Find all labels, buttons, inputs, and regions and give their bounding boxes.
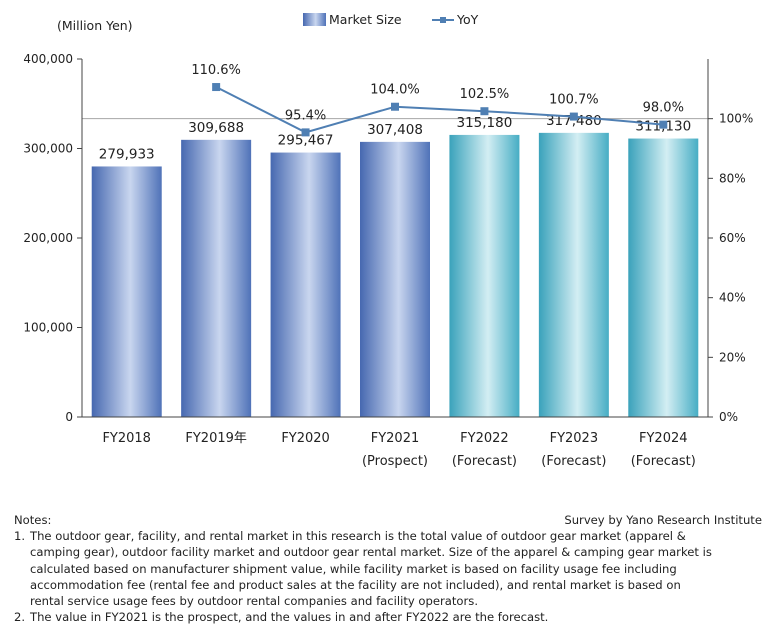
bar-market-size [360,141,430,417]
x-tick-label: FY2023 [550,431,599,446]
note-item-2: 2. The value in FY2021 is the prospect, … [14,609,762,625]
x-tick-label: FY2021 [371,431,420,446]
bar-value-label: 315,180 [457,115,513,131]
x-tick-label: FY2018 [102,431,151,446]
y-left-tick-label: 400,000 [23,52,73,66]
market-size-chart: (Million Yen) Market Size YoY 279,933 309… [23,12,753,469]
note-line: The outdoor gear, facility, and rental m… [30,529,686,544]
bar-value-label: 309,688 [188,120,244,136]
yoy-value-label: 100.7% [549,93,599,108]
x-tick-sublabel: (Forecast) [452,454,517,469]
yoy-marker [569,112,578,121]
x-tick-sublabel: (Prospect) [362,454,428,469]
note-line: The value in FY2021 is the prospect, and… [30,610,549,625]
note-item-1: 1. The outdoor gear, facility, and renta… [14,528,762,609]
yoy-marker [391,102,399,111]
note-line: accommodation fee (rental fee and produc… [30,577,681,592]
x-tick-label: FY2020 [281,431,330,446]
bar-market-size [628,138,699,418]
legend-swatch-market-size [303,13,326,26]
bar-market-size [181,139,252,418]
bar-value-label: 307,408 [367,122,423,138]
y-right-tick-label: 60% [719,231,746,245]
yoy-line [215,86,664,134]
bar-market-size [270,152,341,417]
y-right-tick-label: 80% [719,171,746,185]
yoy-value-label: 102.5% [460,87,510,102]
bar-market-size [449,134,520,418]
note-number: 1. [14,529,26,544]
y-left-tick-label: 300,000 [23,142,73,156]
legend-label-yoy: YoY [456,12,479,27]
source-credit: Survey by Yano Research Institute [564,513,762,527]
notes-section: Notes: Survey by Yano Research Institute… [14,512,762,625]
note-line: camping gear), outdoor facility market a… [30,545,712,560]
y-left-tick-label: 200,000 [23,231,73,245]
x-tick-label: FY2019年 [185,431,247,446]
y-left-tick-label: 0 [65,410,73,424]
x-tick-sublabel: (Forecast) [631,454,696,469]
yoy-value-label: 110.6% [191,63,241,78]
legend-label-market-size: Market Size [329,12,402,27]
bar-market-size [538,132,609,417]
bar-market-size [91,166,162,417]
legend-swatch-yoy-marker [440,17,446,23]
y-right-tick-label: 100% [719,112,753,126]
x-tick-sublabel: (Forecast) [541,454,606,469]
yoy-value-label: 95.4% [285,108,326,123]
x-tick-label: FY2022 [460,431,509,446]
yoy-marker [212,83,221,92]
bar-value-label: 279,933 [99,146,155,162]
y-right-tick-label: 40% [719,291,746,305]
yoy-value-label: 104.0% [370,83,420,98]
yoy-value-label: 98.0% [643,101,684,116]
y-right-tick-label: 20% [719,350,746,364]
note-line: rental service usage fees by outdoor ren… [30,594,479,609]
unit-label: (Million Yen) [57,18,133,33]
y-left-tick-label: 100,000 [23,321,73,335]
note-number: 2. [14,610,26,625]
x-tick-label: FY2024 [639,431,688,446]
yoy-marker [659,120,668,129]
note-line: calculated based on manufacturer shipmen… [30,561,677,576]
yoy-marker [301,128,310,137]
notes-heading: Notes: [14,513,52,527]
yoy-marker [480,107,489,116]
bar-value-label: 295,467 [278,133,334,149]
legend: Market Size YoY [303,12,479,27]
y-right-tick-label: 0% [719,410,738,424]
